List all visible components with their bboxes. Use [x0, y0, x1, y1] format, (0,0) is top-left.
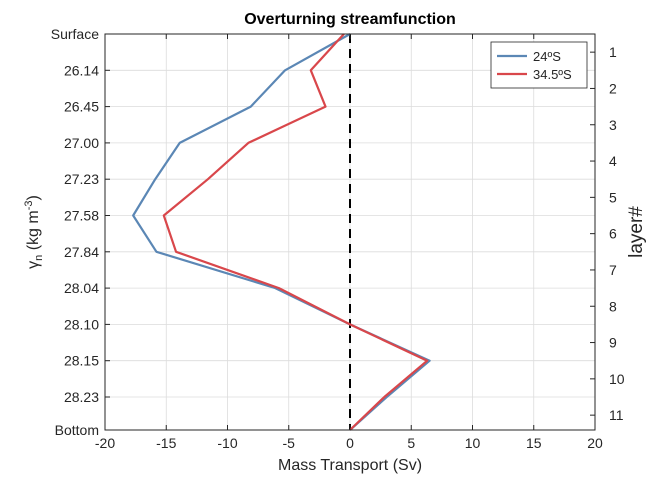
- y-axis-title-units: (kg m: [25, 210, 42, 254]
- y-tick-label: 28.15: [64, 353, 99, 369]
- y-tick-label: 27.00: [64, 135, 99, 151]
- x-tick-label: 10: [465, 435, 481, 451]
- series-line-1: [162, 33, 429, 431]
- x-tick-label: 15: [526, 435, 542, 451]
- y-tick-label: Surface: [51, 26, 99, 42]
- y-tick-label: Bottom: [55, 422, 99, 438]
- y2-tick-label: 8: [609, 298, 617, 314]
- x-tick-label: 20: [587, 435, 603, 451]
- series-line-0: [132, 33, 431, 431]
- y2-tick-label: 7: [609, 262, 617, 278]
- y-axis-title-subscript: n: [33, 255, 45, 261]
- x-tick-label: -15: [156, 435, 176, 451]
- y2-tick-label: 6: [609, 226, 617, 242]
- x-axis-title: Mass Transport (Sv): [278, 457, 422, 474]
- y-axis-title: γn (kg m-3): [23, 195, 45, 269]
- y2-tick-label: 9: [609, 335, 617, 351]
- series-layer: [132, 33, 431, 431]
- legend-label-0: 24ºS: [533, 49, 561, 64]
- legend-box: [490, 41, 588, 89]
- y-tick-label: 28.10: [64, 316, 99, 332]
- chart-title: Overturning streamfunction: [244, 11, 456, 28]
- x-tick-label: -10: [217, 435, 237, 451]
- y2-tick-label: 3: [609, 117, 617, 133]
- y-axis-title-symbol: γ: [25, 261, 42, 269]
- x-tick-label: -5: [283, 435, 296, 451]
- y-tick-label: 28.23: [64, 389, 99, 405]
- y2-tick-label: 10: [609, 371, 625, 387]
- y-axis-title-units-exponent: -3: [23, 200, 35, 210]
- legend: 24ºS 34.5ºS: [490, 41, 588, 89]
- legend-label-1: 34.5ºS: [533, 67, 572, 82]
- y2-tick-label: 11: [609, 407, 624, 423]
- x-tick-label: 5: [407, 435, 415, 451]
- y2-tick-label: 4: [609, 153, 617, 169]
- y-tick-label: 27.84: [64, 244, 99, 260]
- x-tick-label: 0: [346, 435, 354, 451]
- y2-tick-label: 5: [609, 189, 617, 205]
- svg-text:γn (kg m-3): γn (kg m-3): [23, 195, 45, 269]
- y-tick-label: 27.58: [64, 208, 99, 224]
- y2-tick-label: 2: [609, 80, 617, 96]
- y-tick-label: 28.04: [64, 280, 99, 296]
- y2-tick-label: 1: [609, 44, 617, 60]
- y2-axis-title: layer#: [626, 206, 647, 258]
- y-tick-label: 26.14: [64, 62, 99, 78]
- y-tick-label: 26.45: [64, 99, 99, 115]
- ticks-layer: -20 -15 -10 -5 0 5 10 15 20Surface26.1426.4527.0…: [51, 26, 625, 451]
- x-tick-label: -20: [95, 435, 115, 451]
- y-tick-label: 27.23: [64, 171, 99, 187]
- y-axis-title-units-close: ): [25, 195, 42, 200]
